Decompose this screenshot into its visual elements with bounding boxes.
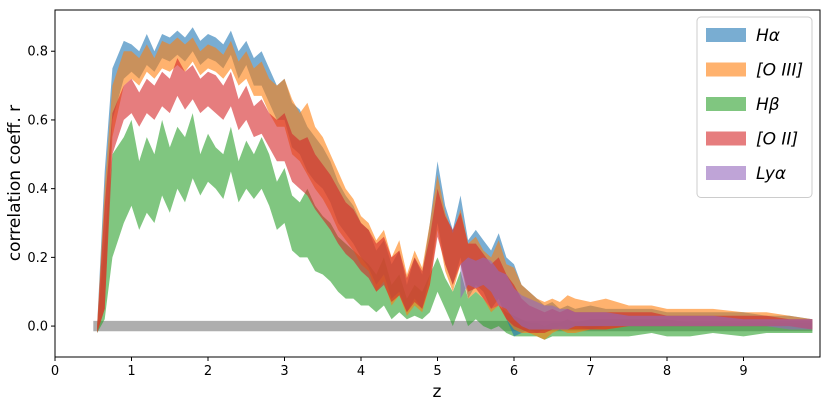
legend: Hα [O III] Hβ [O II] Lyα [696,16,813,198]
y-axis-ticks: 0.0 0.2 0.4 0.6 0.8 [27,45,55,335]
legend-label: Hα [756,26,780,46]
legend-swatch [706,97,746,111]
y-tick-label: 0.4 [27,182,48,197]
legend-label: Hβ [756,95,780,115]
x-tick-label: 4 [357,364,365,379]
legend-frame [696,16,813,198]
x-tick-label: 8 [663,364,671,379]
y-tick-label: 0.2 [27,251,48,266]
x-tick-label: 6 [510,364,518,379]
band-o-iii [97,37,813,340]
x-axis-ticks: 0 1 2 3 4 5 6 7 8 9 [51,357,748,379]
legend-swatch [706,166,746,180]
legend-label: [O II] [756,130,798,150]
legend-swatch [706,131,746,146]
y-tick-label: 0.0 [27,320,48,335]
x-tick-label: 9 [739,364,747,379]
y-tick-label: 0.8 [27,45,48,60]
series-bands [93,27,813,340]
x-axis-label: z [433,382,442,402]
legend-swatch [706,28,746,42]
x-tick-label: 7 [586,364,594,379]
x-tick-label: 3 [280,364,288,379]
x-tick-label: 1 [127,364,135,379]
band-hβ [97,113,813,340]
legend-label: Lyα [756,164,786,184]
x-tick-label: 2 [204,364,212,379]
y-axis-label: correlation coeff. r [5,105,25,261]
band-o-ii [97,58,813,333]
legend-swatch [706,62,746,77]
x-tick-label: 5 [433,364,441,379]
legend-label: [O III] [756,61,803,81]
x-tick-label: 0 [51,364,59,379]
band-lyα [460,257,813,330]
y-tick-label: 0.6 [27,113,48,128]
